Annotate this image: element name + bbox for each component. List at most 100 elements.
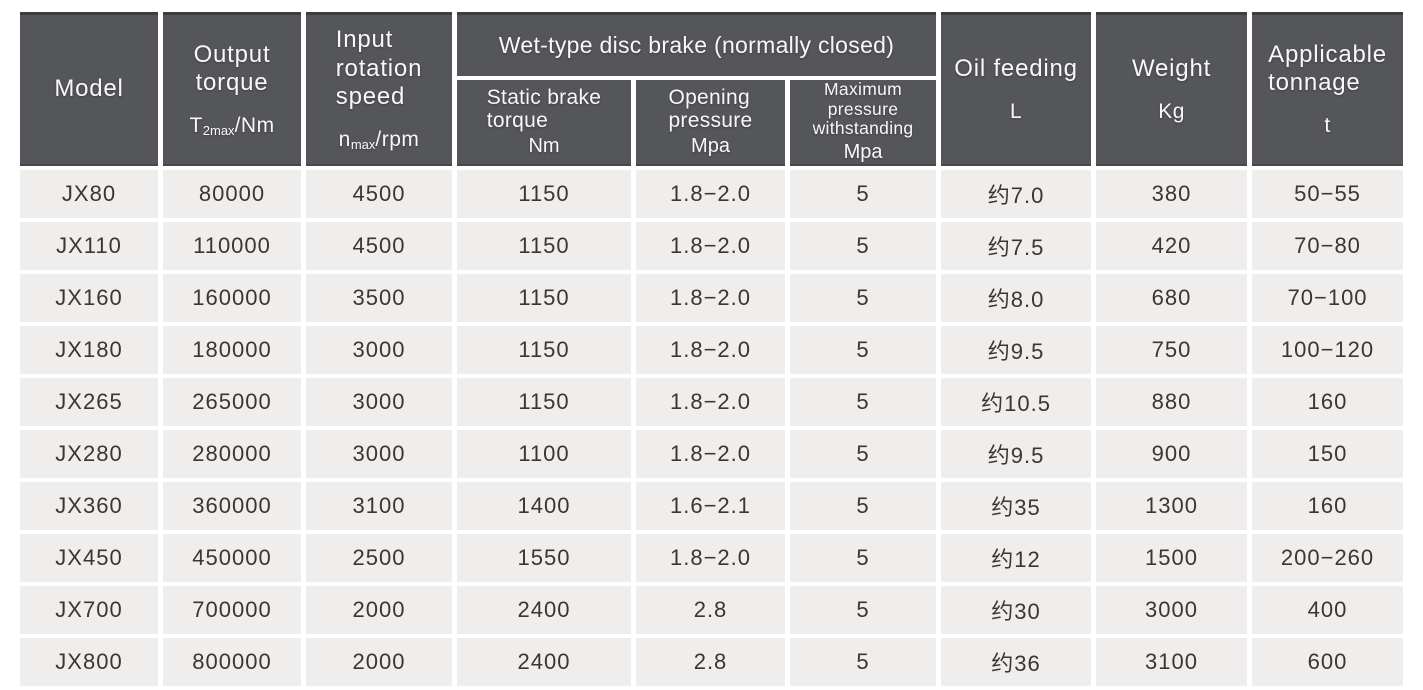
cell-static-brake-torque: 1150 [457, 221, 631, 270]
cell-max-pressure-withstanding: 5 [790, 221, 937, 270]
header-input-rotation-speed: Input rotation speed nmax/rpm [306, 12, 452, 166]
cell-output-torque: 265000 [163, 377, 301, 426]
cell-opening-pressure: 2.8 [636, 637, 785, 686]
header-output-torque-unit: T2max/Nm [189, 114, 274, 138]
unit-base: T [189, 114, 203, 138]
cell-model: JX360 [20, 481, 158, 530]
cell-max-pressure-withstanding: 5 [790, 325, 937, 374]
cell-oil-feeding: 约10.5 [941, 377, 1092, 426]
cell-applicable-tonnage: 600 [1252, 637, 1404, 686]
cell-oil-feeding: 约9.5 [941, 429, 1092, 478]
cell-max-pressure-withstanding: 5 [790, 273, 937, 322]
cell-model: JX80 [20, 169, 158, 218]
table-body: JX80 80000 4500 1150 1.8−2.0 5 约7.0 380 50−55 JX1… [20, 169, 1404, 686]
cell-output-torque: 700000 [163, 585, 301, 634]
cell-model: JX700 [20, 585, 158, 634]
cell-weight: 420 [1096, 221, 1248, 270]
cell-oil-feeding: 约7.0 [941, 169, 1092, 218]
table-row: JX80 80000 4500 1150 1.8−2.0 5 约7.0 380 50−55 [20, 169, 1404, 218]
cell-opening-pressure: 1.8−2.0 [636, 273, 785, 322]
cell-weight: 3000 [1096, 585, 1248, 634]
cell-opening-pressure: 1.6−2.1 [636, 481, 785, 530]
cell-output-torque: 80000 [163, 169, 301, 218]
cell-applicable-tonnage: 160 [1252, 481, 1404, 530]
cell-model: JX180 [20, 325, 158, 374]
cell-oil-feeding: 约35 [941, 481, 1092, 530]
unit-subscript: max [350, 137, 376, 153]
cell-input-rotation-speed: 3000 [306, 325, 452, 374]
cell-static-brake-torque: 1150 [457, 325, 631, 374]
cell-oil-feeding: 约36 [941, 637, 1092, 686]
header-wet-brake-group-label: Wet-type disc brake (normally closed) [498, 32, 895, 58]
cell-model: JX265 [20, 377, 158, 426]
cell-static-brake-torque: 1150 [457, 273, 631, 322]
header-model-label: Model [54, 75, 124, 103]
cell-applicable-tonnage: 160 [1252, 377, 1404, 426]
cell-input-rotation-speed: 4500 [306, 169, 452, 218]
cell-applicable-tonnage: 400 [1252, 585, 1404, 634]
header-model: Model [20, 12, 158, 166]
header-oil-feeding: Oil feeding L [941, 12, 1092, 166]
cell-opening-pressure: 1.8−2.0 [636, 325, 785, 374]
header-tonnage-unit: t [1324, 114, 1331, 138]
cell-weight: 1300 [1096, 481, 1248, 530]
header-weight-label: Weight [1132, 54, 1212, 82]
table-row: JX180 180000 3000 1150 1.8−2.0 5 约9.5 750 100−12… [20, 325, 1404, 374]
cell-static-brake-torque: 1400 [457, 481, 631, 530]
cell-static-brake-torque: 1150 [457, 169, 631, 218]
cell-applicable-tonnage: 70−100 [1252, 273, 1404, 322]
cell-output-torque: 110000 [163, 221, 301, 270]
cell-max-pressure-withstanding: 5 [790, 533, 937, 582]
cell-model: JX110 [20, 221, 158, 270]
header-input-speed-unit: nmax/rpm [339, 128, 420, 152]
table-row: JX360 360000 3100 1400 1.6−2.1 5 约35 1300 160 [20, 481, 1404, 530]
header-weight: Weight Kg [1096, 12, 1248, 166]
header-opening-pressure: Opening pressure Mpa [636, 80, 785, 166]
header-row-sub: Static brake torque Nm Opening pressure … [20, 79, 1403, 166]
cell-weight: 880 [1096, 377, 1248, 426]
cell-output-torque: 360000 [163, 481, 301, 530]
spec-table: Model Output torque T2max/Nm Input rotat… [15, 8, 1408, 690]
table-row: JX800 800000 2000 2400 2.8 5 约36 3100 600 [20, 637, 1404, 686]
header-max-pressure-label: Maximum pressure withstanding [812, 79, 914, 139]
table-row: JX265 265000 3000 1150 1.8−2.0 5 约10.5 880 160 [20, 377, 1404, 426]
cell-opening-pressure: 1.8−2.0 [636, 221, 785, 270]
cell-max-pressure-withstanding: 5 [790, 585, 937, 634]
cell-oil-feeding: 约9.5 [941, 325, 1092, 374]
cell-output-torque: 160000 [163, 273, 301, 322]
header-tonnage-label: Applicable tonnage [1268, 40, 1387, 96]
cell-opening-pressure: 1.8−2.0 [636, 533, 785, 582]
header-row-top: Model Output torque T2max/Nm Input rotat… [20, 12, 1404, 166]
cell-max-pressure-withstanding: 5 [790, 429, 937, 478]
cell-oil-feeding: 约7.5 [941, 221, 1092, 270]
cell-input-rotation-speed: 2000 [306, 637, 452, 686]
cell-applicable-tonnage: 100−120 [1252, 325, 1404, 374]
header-output-torque: Output torque T2max/Nm [163, 12, 301, 166]
cell-input-rotation-speed: 3000 [306, 377, 452, 426]
cell-weight: 900 [1096, 429, 1248, 478]
header-static-brake-unit: Nm [528, 134, 560, 157]
cell-weight: 1500 [1096, 533, 1248, 582]
cell-opening-pressure: 2.8 [636, 585, 785, 634]
cell-output-torque: 280000 [163, 429, 301, 478]
cell-model: JX800 [20, 637, 158, 686]
cell-oil-feeding: 约12 [941, 533, 1092, 582]
unit-rest: /Nm [234, 114, 275, 138]
unit-base: n [338, 128, 351, 152]
cell-model: JX280 [20, 429, 158, 478]
cell-max-pressure-withstanding: 5 [790, 377, 937, 426]
cell-max-pressure-withstanding: 5 [790, 637, 937, 686]
table-row: JX450 450000 2500 1550 1.8−2.0 5 约12 1500 200−26… [20, 533, 1404, 582]
cell-oil-feeding: 约30 [941, 585, 1092, 634]
table-row: JX700 700000 2000 2400 2.8 5 约30 3000 400 [20, 585, 1404, 634]
table-header: Model Output torque T2max/Nm Input rotat… [20, 12, 1404, 166]
cell-output-torque: 800000 [163, 637, 301, 686]
header-oil-feeding-label: Oil feeding [954, 54, 1078, 82]
header-static-brake-label: Static brake torque [486, 85, 602, 133]
unit-subscript: 2max [202, 123, 235, 139]
unit-rest: /rpm [375, 128, 420, 152]
table-row: JX110 110000 4500 1150 1.8−2.0 5 约7.5 420 70−80 [20, 221, 1404, 270]
header-max-pressure-unit: Mpa [843, 140, 883, 163]
cell-static-brake-torque: 1100 [457, 429, 631, 478]
